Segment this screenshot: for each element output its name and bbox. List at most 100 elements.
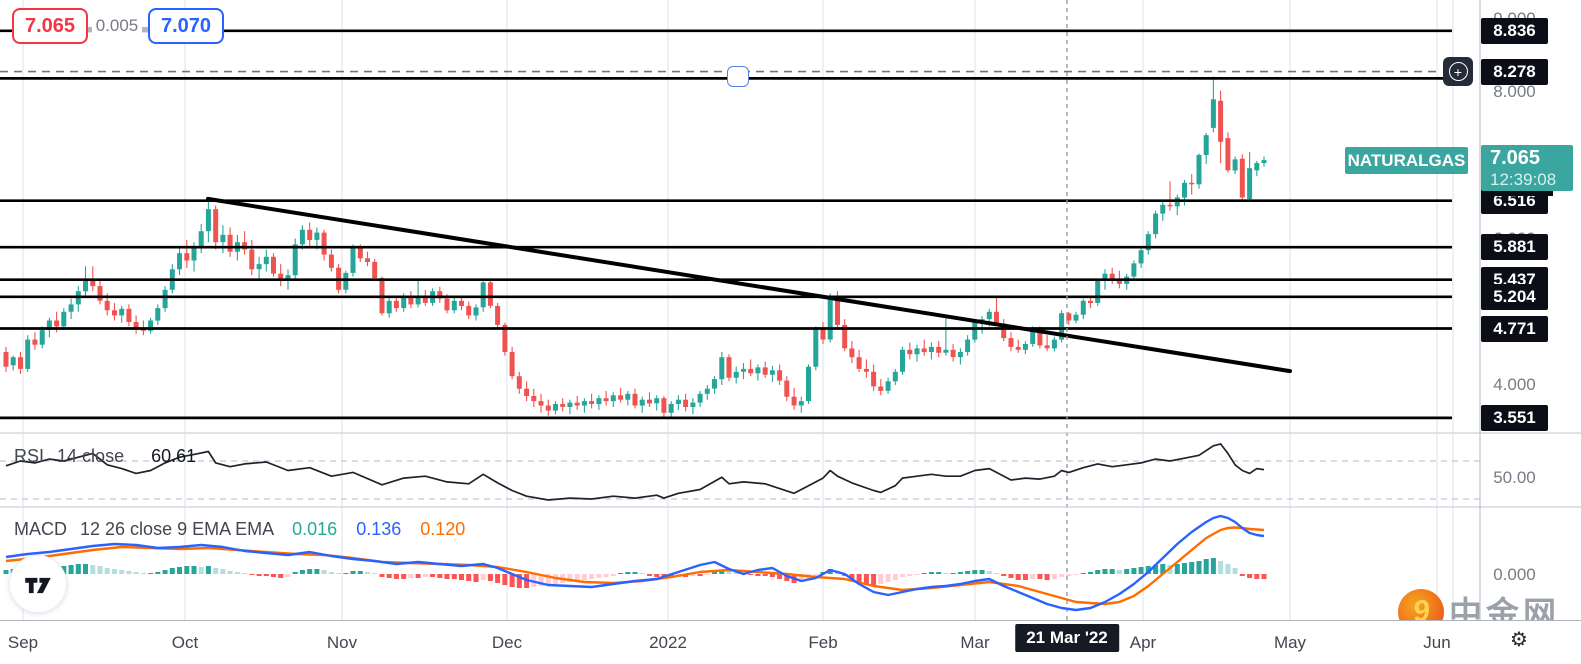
macd-histogram-bar [928,572,934,574]
macd-histogram-bar [986,571,992,574]
candle-body [871,371,877,387]
candle-body [972,322,978,340]
macd-histogram-bar [234,572,240,574]
candle-body [328,254,334,268]
macd-histogram-bar [140,573,146,574]
indicator-scale-label: 0.000 [1493,565,1536,584]
macd-histogram-bar [83,564,88,574]
macd-histogram-bar [610,574,616,576]
candle-body [126,308,132,322]
candle-body [719,357,725,380]
candle-body [683,399,689,407]
trendline[interactable] [206,196,1292,374]
candle-body [39,330,45,345]
macd-histogram-bar [1030,574,1036,579]
macd-histogram-bar [856,574,862,583]
candle-body [1167,204,1173,207]
candle-body [994,311,999,324]
candle-body [386,300,392,314]
macd-signal-value: 0.120 [420,519,466,539]
sell-button[interactable]: 7.065 [12,8,88,44]
macd-histogram-bar [480,574,486,580]
candle-body [220,234,226,243]
candle-body [1073,314,1079,321]
macd-histogram-bar [126,571,132,574]
level-price-label: 4.771 [1481,315,1548,342]
candle-body [675,399,681,405]
macd-histogram-bar [878,574,884,584]
rsi-legend-title[interactable]: RSI [14,446,45,466]
macd-histogram-bar [1116,570,1122,574]
last-price-tag: 7.065 12:39:08 [1481,145,1573,191]
candle-body [415,295,421,305]
macd-histogram-bar [618,573,624,574]
macd-histogram-bar [957,572,963,574]
macd-histogram-bar [1015,574,1021,580]
candle-body [119,308,125,316]
candle-body [581,401,587,406]
candle-body [365,258,370,262]
macd-histogram-bar [393,574,399,579]
candle-body [950,349,956,358]
time-axis[interactable] [0,620,1581,664]
candle-body [401,297,407,309]
candle-body [1153,213,1159,235]
candle-body [372,261,378,278]
macd-histogram-bar [1095,570,1101,574]
candle-body [307,229,313,240]
candle-body [596,398,602,405]
selected-date-badge: 21 Mar '22 [1015,624,1119,652]
candle-body [54,320,60,327]
candle-body [271,256,276,274]
rsi-legend[interactable]: RSI 14 close 60.61 [14,446,196,467]
month-label: Jun [1423,633,1451,652]
macd-histogram-bar [444,574,450,579]
candle-body [393,300,399,309]
candle-body [1037,329,1043,346]
level-price-label: 5.204 [1481,283,1548,310]
macd-histogram-bar [97,566,103,574]
candle-body [83,278,88,292]
alert-line-handle[interactable] [727,66,749,87]
macd-histogram-bar [907,574,913,576]
macd-legend[interactable]: MACD 12 26 close 9 EMA EMA 0.016 0.136 0… [14,519,465,540]
candle-body [133,322,139,328]
macd-histogram-bar [1174,564,1180,574]
macd-histogram-bar [1218,561,1224,574]
add-alert-button[interactable]: + [1443,57,1473,86]
candle-body [516,376,522,389]
candle-body [885,381,891,391]
macd-histogram-bar [1124,569,1130,574]
candle-body [205,209,211,232]
gear-icon[interactable]: ⚙ [1510,629,1528,651]
candle-body [661,398,667,413]
candle-body [1218,100,1224,142]
macd-histogram-bar [1037,574,1043,579]
tradingview-logo[interactable] [9,555,67,613]
macd-histogram-bar [892,574,898,580]
macd-histogram-bar [777,574,783,579]
macd-histogram-bar [314,569,320,574]
candle-body [18,357,23,369]
candle-body [437,291,443,299]
macd-histogram-bar [466,574,472,581]
candle-body [928,346,934,352]
macd-legend-title[interactable]: MACD [14,519,67,539]
candle-body [668,404,674,413]
candle-body [256,264,262,270]
candle-body [422,295,428,303]
macd-histogram-bar [1051,574,1057,579]
macd-histogram-bar [299,570,305,574]
candle-body [769,370,775,375]
macd-histogram-bar [90,565,96,574]
buy-button[interactable]: 7.070 [148,8,224,44]
macd-histogram-bar [1102,569,1108,574]
macd-histogram-bar [148,573,154,574]
candle-body [1059,313,1065,340]
candle-body [1030,329,1036,344]
level-price-label: 3.551 [1481,404,1548,431]
macd-histogram-bar [285,574,291,577]
macd-histogram-bar [3,570,9,574]
candle-body [466,305,472,316]
